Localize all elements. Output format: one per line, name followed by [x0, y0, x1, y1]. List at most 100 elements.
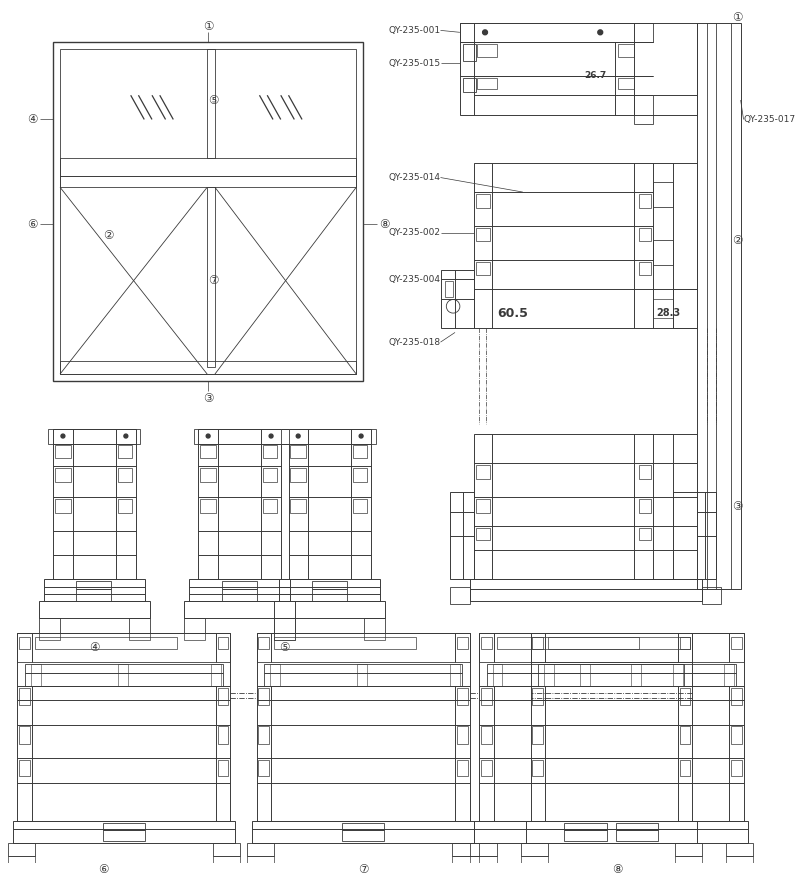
Bar	[476, 499, 490, 512]
Bar	[38, 600, 150, 618]
Bar	[274, 638, 416, 649]
Bar	[731, 638, 742, 649]
Bar	[19, 760, 30, 776]
Bar	[452, 857, 479, 866]
Text: QY-235-002: QY-235-002	[389, 228, 441, 238]
Bar	[474, 434, 697, 579]
Bar	[55, 499, 70, 512]
Bar	[521, 857, 548, 866]
Bar	[530, 632, 743, 821]
Bar	[25, 663, 222, 686]
Bar	[457, 727, 468, 743]
Bar	[364, 632, 386, 640]
Bar	[731, 688, 742, 706]
Bar	[342, 823, 384, 841]
Bar	[639, 194, 650, 208]
Bar	[476, 228, 490, 241]
Text: ⑥: ⑥	[26, 217, 37, 230]
Bar	[290, 468, 306, 481]
Bar	[450, 587, 470, 605]
Bar	[476, 528, 490, 540]
Bar	[60, 176, 356, 187]
Bar	[257, 632, 470, 821]
Text: ④: ④	[89, 640, 99, 653]
Bar	[654, 183, 673, 207]
Bar	[129, 618, 150, 632]
Text: ⑥: ⑥	[98, 864, 109, 876]
Bar	[457, 638, 468, 649]
Bar	[218, 688, 229, 706]
Bar	[60, 49, 356, 374]
Bar	[731, 760, 742, 776]
Text: ⑧: ⑧	[379, 217, 390, 230]
Text: ⑤: ⑤	[208, 94, 218, 107]
Bar	[481, 688, 492, 706]
Bar	[274, 618, 295, 632]
Bar	[43, 579, 146, 600]
Bar	[184, 600, 295, 618]
Bar	[533, 638, 543, 649]
Bar	[284, 429, 376, 444]
Bar	[118, 663, 128, 686]
Bar	[54, 42, 363, 381]
Bar	[618, 44, 634, 57]
Bar	[654, 298, 673, 318]
Bar	[264, 663, 462, 686]
Bar	[481, 727, 492, 743]
Bar	[189, 579, 290, 600]
Bar	[673, 663, 682, 686]
Bar	[533, 688, 543, 706]
Bar	[19, 727, 30, 743]
Bar	[207, 187, 215, 367]
Bar	[290, 445, 306, 458]
Bar	[446, 281, 453, 297]
Bar	[290, 499, 306, 512]
Bar	[270, 663, 280, 686]
Bar	[207, 49, 215, 158]
Bar	[680, 760, 690, 776]
Bar	[38, 618, 60, 632]
Bar	[548, 638, 690, 649]
Bar	[639, 465, 650, 479]
Bar	[521, 842, 548, 857]
Circle shape	[124, 434, 128, 438]
Text: ④: ④	[26, 113, 37, 126]
Bar	[462, 78, 476, 93]
Bar	[274, 632, 295, 640]
Bar	[441, 269, 474, 328]
Bar	[281, 429, 289, 444]
Bar	[639, 528, 650, 540]
Bar	[450, 492, 474, 579]
Bar	[213, 842, 240, 857]
Text: QY-235-017: QY-235-017	[743, 115, 796, 124]
Bar	[129, 632, 150, 640]
Bar	[55, 445, 70, 458]
Bar	[478, 78, 497, 89]
Bar	[354, 499, 367, 512]
Bar	[479, 632, 692, 821]
Bar	[479, 632, 692, 661]
Text: QY-235-015: QY-235-015	[388, 59, 441, 68]
Bar	[565, 823, 607, 841]
Bar	[218, 727, 229, 743]
Text: ⑧: ⑧	[613, 864, 623, 876]
Circle shape	[206, 434, 210, 438]
Circle shape	[359, 434, 363, 438]
Bar	[263, 499, 277, 512]
Bar	[184, 632, 206, 640]
Bar	[474, 163, 697, 328]
Bar	[476, 261, 490, 275]
Bar	[476, 194, 490, 208]
Bar	[38, 632, 60, 640]
Text: ①: ①	[203, 20, 214, 33]
Bar	[680, 688, 690, 706]
Bar	[258, 638, 269, 649]
Bar	[55, 468, 70, 481]
Bar	[674, 857, 702, 866]
Bar	[201, 445, 216, 458]
Bar	[8, 842, 35, 857]
Bar	[18, 632, 230, 821]
Bar	[481, 760, 492, 776]
Bar	[634, 95, 654, 125]
Bar	[580, 663, 590, 686]
